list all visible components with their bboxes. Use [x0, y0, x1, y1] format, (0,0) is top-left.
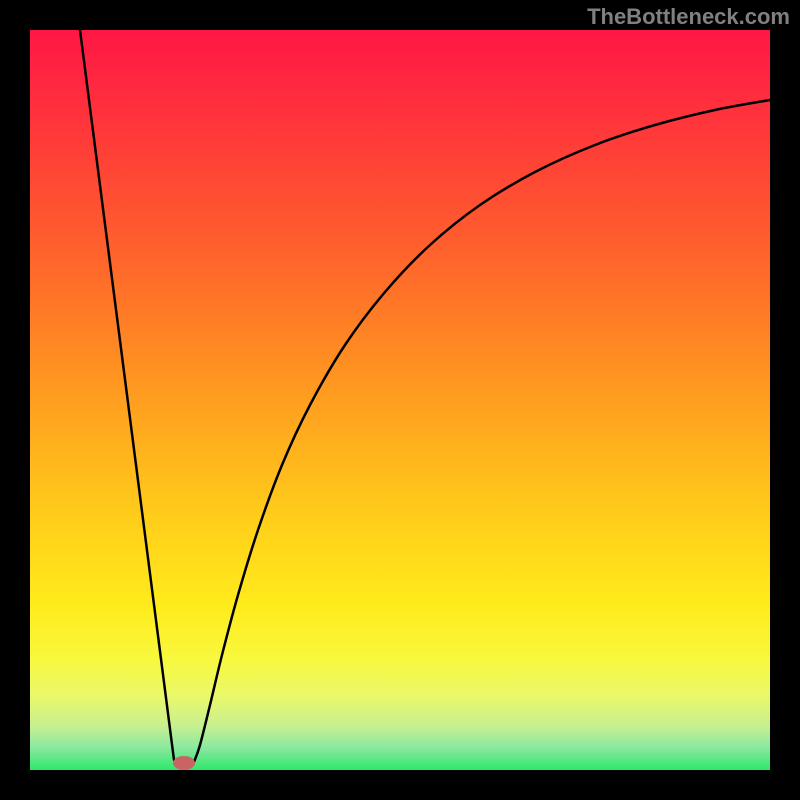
- optimum-marker: [173, 756, 195, 770]
- plot-background: [30, 30, 770, 770]
- watermark-text: TheBottleneck.com: [587, 4, 790, 30]
- bottleneck-chart: [0, 0, 800, 800]
- chart-container: TheBottleneck.com: [0, 0, 800, 800]
